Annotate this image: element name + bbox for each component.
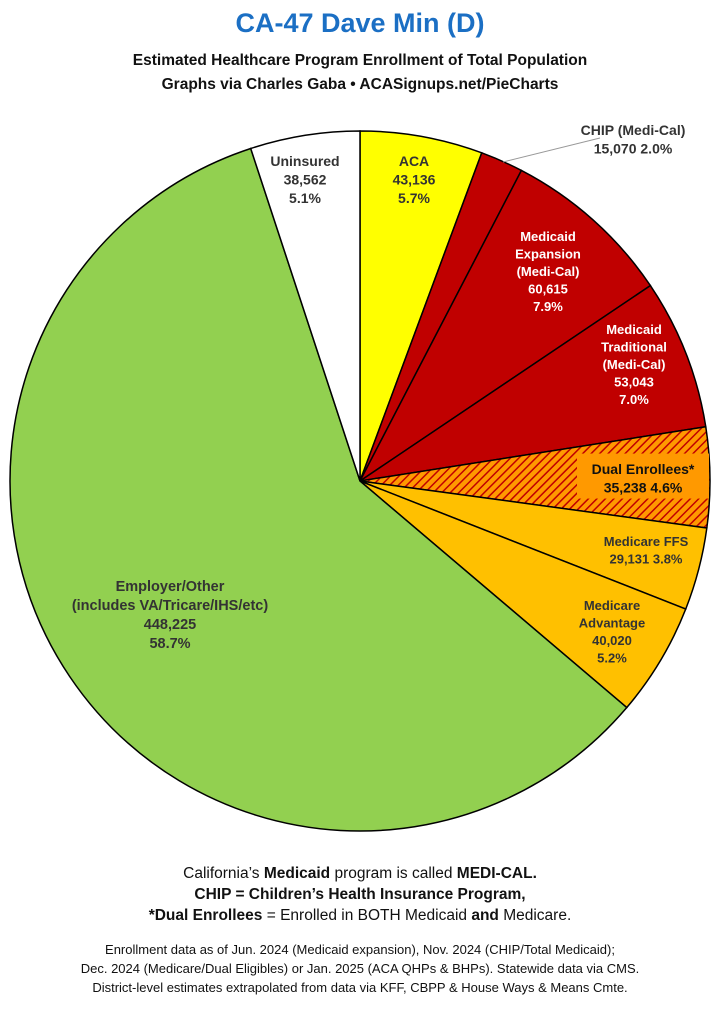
chart-title: CA-47 Dave Min (D) — [235, 8, 485, 38]
pie-slice-medicaid-expansion-medi-cal — [359, 169, 652, 482]
pie-slice-uninsured — [249, 130, 361, 482]
slice-label: 40,020 — [592, 633, 632, 648]
chart-subtitle: Estimated Healthcare Program Enrollment … — [132, 52, 588, 69]
slice-label: 58.7% — [149, 636, 190, 652]
pie-chart: ACA 43,136 5.7% CHIP (Medi-Cal) 15,070 2.0% M… — [9, 122, 711, 832]
slice-label: 5.2% — [597, 651, 627, 666]
slice-label: 29,131 3.8% — [609, 552, 682, 567]
dual-enrollees-label-box — [577, 453, 709, 499]
footer-line-1: Enrollment data as of Jun. 2024 (Medicai… — [105, 942, 615, 957]
slice-label: 43,136 — [393, 172, 436, 188]
slice-label: Dual Enrollees* — [592, 461, 695, 477]
slice-label: (includes VA/Tricare/IHS/etc) — [72, 598, 269, 614]
note-dual: *Dual Enrollees = Enrolled in BOTH Medic… — [148, 907, 572, 924]
slice-label: Expansion — [515, 247, 581, 262]
slice-label: 15,070 2.0% — [594, 141, 673, 157]
note-chip: CHIP = Children’s Health Insurance Progr… — [194, 886, 526, 903]
slice-label: 448,225 — [144, 617, 196, 633]
pie-slice-medicaid-traditional-medi-cal — [359, 284, 707, 482]
slice-label: Advantage — [579, 616, 645, 631]
chart-credit: Graphs via Charles Gaba • ACASignups.net… — [161, 76, 559, 93]
slice-label: (Medi-Cal) — [603, 357, 666, 372]
slice-label: Medicaid — [520, 229, 576, 244]
slice-label: Medicaid — [606, 322, 662, 337]
leader-line — [502, 137, 601, 163]
slice-label: 60,615 — [528, 282, 568, 297]
slice-label: 35,238 4.6% — [604, 480, 683, 496]
slice-label: 5.1% — [289, 190, 321, 206]
slice-label: Employer/Other — [116, 579, 225, 595]
slice-label: (Medi-Cal) — [517, 264, 580, 279]
slice-label: 7.0% — [619, 392, 649, 407]
slice-label: 7.9% — [533, 299, 563, 314]
slice-label: Traditional — [601, 340, 667, 355]
footer-line-3: District-level estimates extrapolated fr… — [92, 980, 628, 995]
slice-label: Medicare FFS — [604, 534, 689, 549]
note-medi-cal: California’s Medicaid program is called … — [183, 865, 537, 882]
pie-slice-employer-other-includes-va-tricare-ihs-etc — [9, 147, 628, 832]
slice-label: 5.7% — [398, 190, 430, 206]
slice-label: CHIP (Medi-Cal) — [581, 122, 686, 138]
slice-label: Uninsured — [270, 153, 339, 169]
slice-label: ACA — [399, 153, 429, 169]
footer-line-2: Dec. 2024 (Medicare/Dual Eligibles) or J… — [80, 961, 640, 976]
slice-label: 38,562 — [284, 172, 327, 188]
slice-label: Medicare — [584, 598, 640, 613]
slice-label: 53,043 — [614, 375, 654, 390]
